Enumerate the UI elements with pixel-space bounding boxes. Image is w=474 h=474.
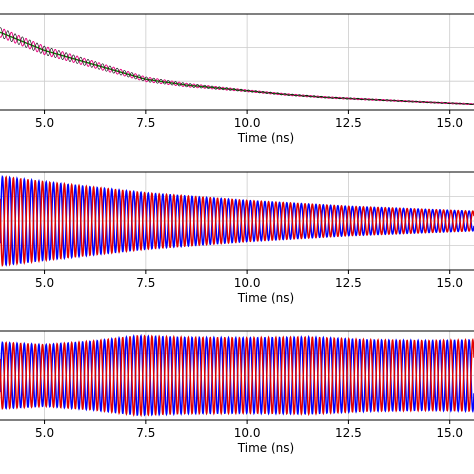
x-tick-label: 5.0 xyxy=(35,276,54,290)
x-tick-label: 7.5 xyxy=(136,276,155,290)
series-group xyxy=(0,174,474,268)
x-axis-label: Time (ns) xyxy=(237,291,294,305)
x-tick-label: 15.0 xyxy=(436,276,463,290)
x-tick-label: 7.5 xyxy=(136,426,155,440)
series-group xyxy=(0,27,474,106)
series-oscillation xyxy=(0,28,474,106)
x-axis-label: Time (ns) xyxy=(237,131,294,145)
series-line xyxy=(0,175,474,268)
x-tick-label: 7.5 xyxy=(136,116,155,130)
series-line xyxy=(0,174,474,267)
x-tick-label: 12.5 xyxy=(335,276,362,290)
x-tick-label: 10.0 xyxy=(234,116,261,130)
x-tick-label: 5.0 xyxy=(35,116,54,130)
series-line xyxy=(0,334,474,418)
chart-panel-3: 5.0 7.5 10.0 12.5 15.0 Time (ns) xyxy=(0,330,474,455)
x-tick-label: 12.5 xyxy=(335,116,362,130)
x-tick-label: 15.0 xyxy=(436,426,463,440)
x-tick-label: 10.0 xyxy=(234,426,261,440)
x-axis-label: Time (ns) xyxy=(237,441,294,455)
series-oscillation-mirror xyxy=(0,27,474,105)
x-tick-label: 10.0 xyxy=(234,276,261,290)
x-tick-label: 12.5 xyxy=(335,426,362,440)
x-tick-label: 5.0 xyxy=(35,426,54,440)
series-group xyxy=(0,333,474,418)
chart-panel-2: 5.0 7.5 10.0 12.5 15.0 Time (ns) xyxy=(0,171,474,305)
series-line xyxy=(0,333,474,417)
chart-panel-1: 5.0 7.5 10.0 12.5 15.0 Time (ns) xyxy=(0,13,474,145)
x-tick-label: 15.0 xyxy=(436,116,463,130)
series-line xyxy=(0,31,474,105)
